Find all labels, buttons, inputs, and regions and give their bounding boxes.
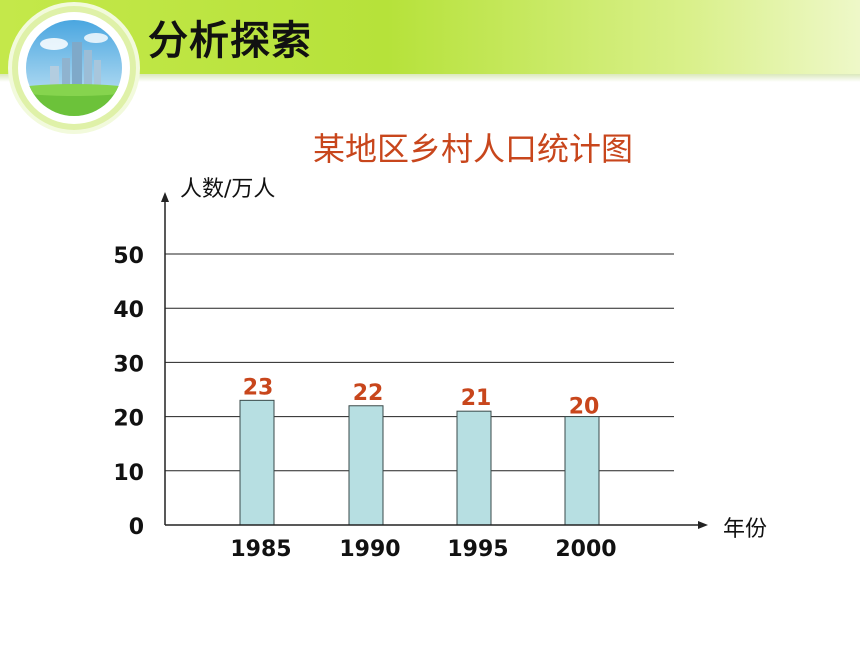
y-tick-label: 20 bbox=[113, 407, 144, 432]
bar bbox=[348, 405, 384, 526]
x-tick-label: 1990 bbox=[339, 537, 400, 562]
data-label: 21 bbox=[461, 386, 492, 411]
bar bbox=[564, 416, 600, 526]
header-band bbox=[0, 0, 860, 74]
y-tick-label: 10 bbox=[113, 461, 144, 486]
x-tick-label: 1985 bbox=[230, 537, 291, 562]
bar bbox=[239, 399, 275, 526]
page-title: 分析探索 bbox=[148, 18, 312, 64]
x-tick-label: 1995 bbox=[447, 537, 508, 562]
x-axis-label: 年份 bbox=[723, 517, 767, 542]
y-tick-label: 40 bbox=[113, 298, 144, 323]
y-tick-label: 30 bbox=[113, 352, 144, 377]
data-label: 23 bbox=[243, 375, 274, 400]
city-landscape-icon bbox=[26, 20, 122, 116]
data-label: 20 bbox=[569, 395, 600, 420]
y-axis-arrow bbox=[161, 192, 169, 202]
y-tick-label: 0 bbox=[129, 515, 144, 540]
x-axis-arrow bbox=[698, 521, 708, 529]
chart-title: 某地区乡村人口统计图 bbox=[313, 130, 633, 168]
x-tick-label: 2000 bbox=[555, 537, 616, 562]
y-axis-label: 人数/万人 bbox=[180, 177, 275, 202]
y-tick-label: 50 bbox=[113, 244, 144, 269]
data-label: 22 bbox=[353, 381, 384, 406]
bar bbox=[456, 410, 492, 526]
logo-badge bbox=[18, 12, 130, 124]
header-shadow bbox=[0, 74, 860, 82]
